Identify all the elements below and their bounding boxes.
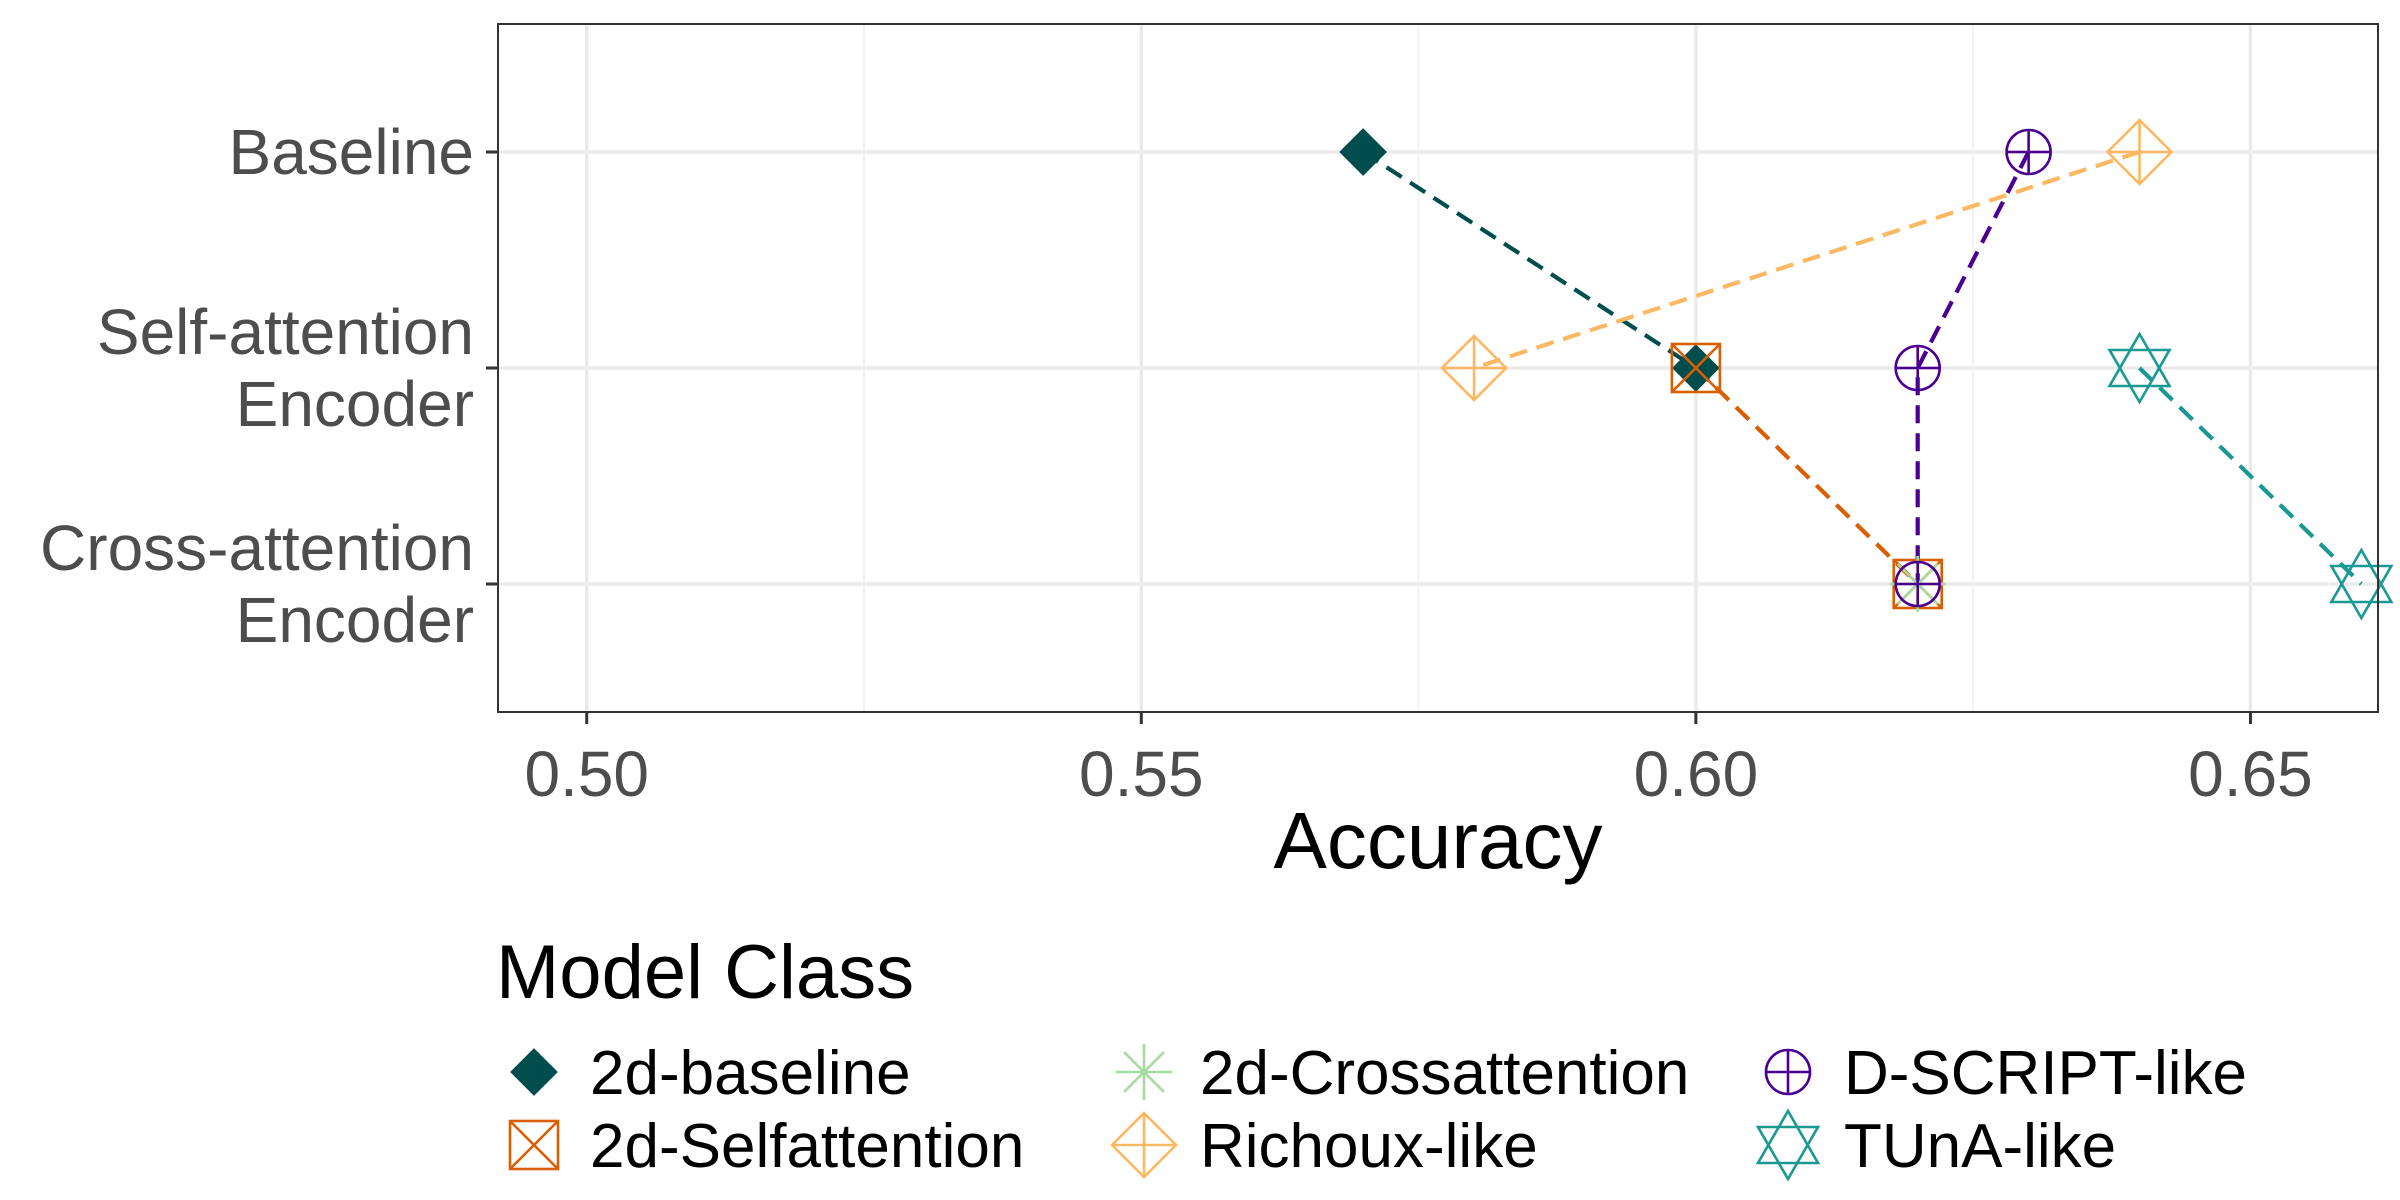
- y-tick-label: Cross-attention: [40, 512, 474, 584]
- series-line: [1473, 150, 2141, 370]
- data-point: [2329, 547, 2394, 621]
- legend-key: [1764, 1048, 1812, 1096]
- y-tick-label: Self-attention: [97, 296, 474, 368]
- legend-key: [1110, 1111, 1178, 1179]
- legend-label: TUnA-like: [1844, 1112, 2116, 1181]
- y-tick-label: Encoder: [236, 368, 474, 440]
- legend-key: [508, 1119, 560, 1171]
- legend-item: TUnA-like: [1755, 1108, 2116, 1182]
- y-tick-label: Encoder: [236, 584, 474, 656]
- legend-item: Richoux-like: [1110, 1111, 1538, 1181]
- data-point: [1894, 344, 1942, 392]
- x-tick-label: 0.65: [2188, 738, 2313, 810]
- series-line: [1361, 150, 1698, 370]
- legend-key: [510, 1048, 558, 1096]
- legend-key: [1755, 1108, 1821, 1182]
- legend-title: Model Class: [496, 930, 914, 1015]
- y-tick-label: Baseline: [229, 116, 475, 188]
- legend-label: D-SCRIPT-like: [1844, 1039, 2247, 1108]
- series-line: [1694, 366, 1920, 586]
- data-point: [2005, 128, 2052, 176]
- x-tick-label: 0.50: [524, 738, 649, 810]
- data-point: [1440, 334, 1508, 402]
- legend-label: Richoux-like: [1200, 1112, 1538, 1181]
- legend-item: 2d-Selfattention: [508, 1112, 1024, 1181]
- data-point: [2105, 118, 2174, 186]
- grid: [498, 24, 2378, 712]
- legend-item: D-SCRIPT-like: [1764, 1039, 2247, 1108]
- x-axis-title: Accuracy: [1274, 796, 1603, 885]
- series-points: [1339, 118, 2394, 621]
- series-lines: [1361, 150, 2363, 586]
- legend-label: 2d-Selfattention: [590, 1112, 1024, 1181]
- data-point: [2107, 331, 2172, 405]
- legend-key: [1116, 1044, 1172, 1100]
- legend-item: 2d-baseline: [510, 1039, 911, 1108]
- x-axis: 0.50 0.55 0.60 0.65: [524, 712, 2313, 810]
- x-tick-label: 0.55: [1079, 738, 1204, 810]
- data-point: [1339, 128, 1387, 176]
- data-point: [1670, 342, 1722, 394]
- y-axis: BaselineSelf-attentionEncoderCross-atten…: [40, 116, 498, 656]
- legend-label: 2d-Crossattention: [1200, 1039, 1689, 1108]
- series-line: [2138, 366, 2363, 586]
- x-tick-label: 0.60: [1634, 738, 1759, 810]
- legend-label: 2d-baseline: [590, 1039, 911, 1108]
- legend-item: 2d-Crossattention: [1116, 1039, 1689, 1108]
- data-point: [1894, 560, 1942, 608]
